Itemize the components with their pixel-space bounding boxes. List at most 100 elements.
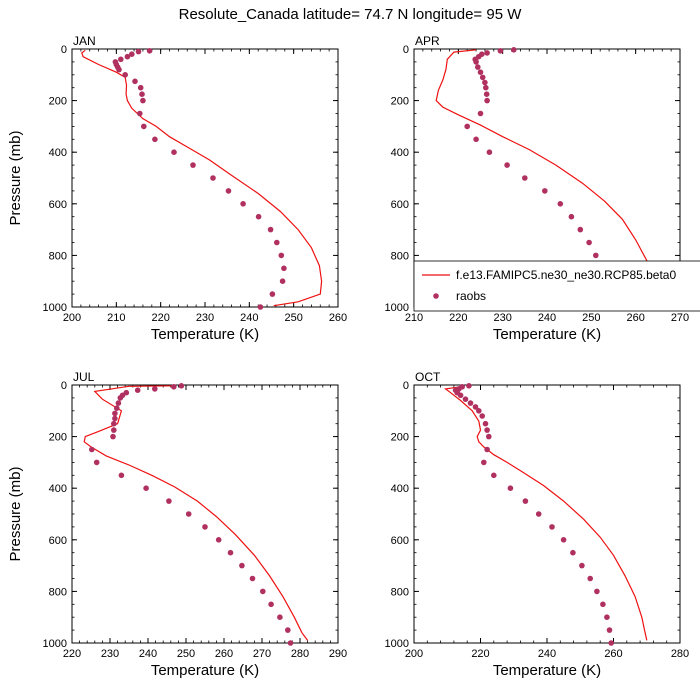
raobs-point xyxy=(152,386,158,392)
y-tick-label: 600 xyxy=(391,535,409,547)
raobs-point xyxy=(477,110,484,117)
y-tick-label: 1000 xyxy=(385,638,409,650)
raobs-point xyxy=(479,413,486,419)
raobs-point xyxy=(140,97,146,104)
raobs-point xyxy=(166,498,172,504)
y-tick-label: 200 xyxy=(391,96,409,108)
raobs-point xyxy=(522,175,528,181)
raobs-point xyxy=(171,149,177,155)
x-tick-label: 240 xyxy=(538,312,556,324)
y-tick-label: 400 xyxy=(49,483,67,495)
raobs-point xyxy=(473,59,479,65)
raobs-point xyxy=(484,97,490,104)
raobs-point xyxy=(549,524,555,530)
raobs-point xyxy=(139,91,145,97)
raobs-point xyxy=(255,213,262,220)
raobs-point xyxy=(587,575,593,582)
raobs-point xyxy=(281,265,287,272)
raobs-point xyxy=(600,601,606,608)
raobs-point xyxy=(484,427,490,433)
raobs-point xyxy=(504,162,510,168)
x-tick-label: 280 xyxy=(671,648,689,660)
raobs-point xyxy=(239,562,245,569)
x-tick-label: 280 xyxy=(291,648,309,660)
x-tick-label: 230 xyxy=(101,648,119,660)
figure-title: Resolute_Canada latitude= 74.7 N longitu… xyxy=(179,6,523,23)
raobs-point xyxy=(132,78,138,85)
y-tick-label: 0 xyxy=(403,380,409,392)
y-tick-label: 200 xyxy=(391,432,409,444)
x-tick-label: 240 xyxy=(240,312,258,324)
y-tick-label: 0 xyxy=(61,380,67,392)
raobs-point xyxy=(114,405,120,412)
raobs-point xyxy=(210,175,216,181)
x-tick-label: 260 xyxy=(626,312,644,324)
raobs-point xyxy=(122,72,128,78)
raobs-point xyxy=(135,48,142,55)
panel-oct: 200 220 240 260 280 0 200 400 600 800 1000 OCT Tempe… xyxy=(385,370,690,679)
raobs-point xyxy=(486,433,492,440)
y-tick-label: 600 xyxy=(391,199,409,211)
raobs-point xyxy=(93,459,100,466)
raobs-point xyxy=(260,588,266,595)
y-tick-label: 0 xyxy=(403,44,409,56)
raobs-point xyxy=(225,188,232,194)
raobs-point xyxy=(171,384,177,390)
raobs-point xyxy=(287,640,294,646)
legend: f.e13.FAMIPC5.ne30_ne30.RCP85.beta0 raob… xyxy=(413,260,700,312)
panel-jan: 200 210 220 230 240 250 260 0 200 400 600 800 1000 JA… xyxy=(7,34,347,343)
raobs-point xyxy=(285,627,291,633)
raobs-point xyxy=(257,304,264,310)
y-tick-label: 1000 xyxy=(385,302,409,314)
raobs-point xyxy=(483,84,489,91)
model-profile-line-jan xyxy=(81,49,323,307)
y-tick-label: 800 xyxy=(391,586,409,598)
x-tick-label: 260 xyxy=(329,312,347,324)
x-tick-label: 220 xyxy=(449,312,467,324)
raobs-point xyxy=(457,392,464,399)
y-tick-label: 600 xyxy=(49,199,67,211)
raobs-point xyxy=(482,79,488,86)
raobs-point xyxy=(479,74,486,81)
panel-frame-jan xyxy=(71,48,339,308)
raobs-point xyxy=(89,446,95,453)
y-tick-label: 1000 xyxy=(43,638,67,650)
raobs-point xyxy=(594,588,600,595)
raobs-point xyxy=(277,614,283,620)
model-profile-line-oct xyxy=(444,385,648,641)
panel-month-label: JAN xyxy=(73,34,96,48)
raobs-point xyxy=(481,459,487,466)
x-tick-label: 230 xyxy=(493,312,511,324)
raobs-point xyxy=(279,278,286,285)
raobs-point xyxy=(111,427,117,433)
raobs-point xyxy=(240,201,246,207)
raobs-point xyxy=(484,50,490,56)
raobs-point xyxy=(278,252,285,259)
raobs-point xyxy=(202,524,208,530)
panel-month-label: JUL xyxy=(73,370,95,384)
x-tick-label: 210 xyxy=(107,312,125,324)
y-tick-label: 0 xyxy=(61,44,67,56)
y-axis-label: Pressure (mb) xyxy=(7,466,24,561)
raobs-point xyxy=(579,562,585,569)
raobs-point xyxy=(152,136,158,143)
raobs-point xyxy=(146,48,153,54)
raobs-point xyxy=(137,110,143,117)
raobs-point xyxy=(111,420,117,427)
y-tick-label: 400 xyxy=(391,483,409,495)
raobs-point xyxy=(472,404,479,410)
y-tick-label: 600 xyxy=(49,535,67,547)
y-tick-label: 1000 xyxy=(43,302,67,314)
y-tick-label: 400 xyxy=(391,147,409,159)
raobs-point xyxy=(267,226,274,233)
x-tick-label: 200 xyxy=(405,648,423,660)
raobs-point xyxy=(185,511,192,517)
x-axis-label: Temperature (K) xyxy=(493,326,601,343)
raobs-point xyxy=(464,123,471,130)
x-tick-label: 270 xyxy=(671,312,689,324)
raobs-point xyxy=(112,415,118,422)
y-tick-label: 800 xyxy=(49,250,67,262)
raobs-point xyxy=(115,400,122,406)
raobs-point xyxy=(484,446,490,453)
